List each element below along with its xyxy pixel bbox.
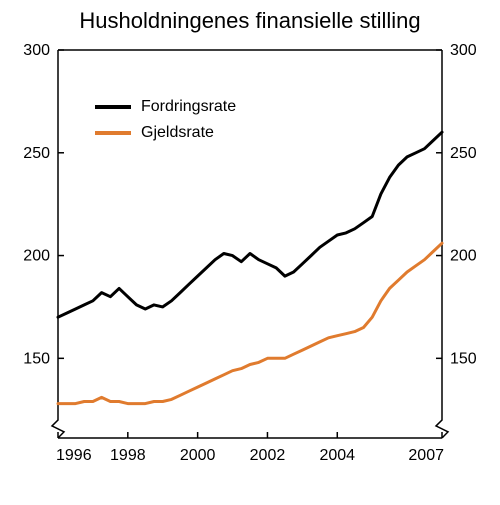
legend-swatch-gjeldsrate bbox=[95, 131, 131, 135]
svg-text:2000: 2000 bbox=[180, 447, 216, 464]
svg-text:2004: 2004 bbox=[319, 447, 355, 464]
svg-text:1996: 1996 bbox=[56, 447, 92, 464]
svg-text:250: 250 bbox=[23, 145, 50, 162]
plot-area: 150 200 250 300 150 200 250 300 1996 1998 2000 2002… bbox=[0, 0, 500, 505]
svg-text:1998: 1998 bbox=[110, 447, 146, 464]
svg-text:2002: 2002 bbox=[250, 447, 286, 464]
svg-text:150: 150 bbox=[23, 350, 50, 367]
svg-text:300: 300 bbox=[23, 42, 50, 59]
legend-label: Fordringsrate bbox=[141, 98, 236, 116]
legend: Fordringsrate Gjeldsrate bbox=[95, 98, 236, 150]
legend-item: Gjeldsrate bbox=[95, 124, 236, 142]
legend-swatch-fordringsrate bbox=[95, 105, 131, 109]
legend-label: Gjeldsrate bbox=[141, 124, 214, 142]
chart-container: Husholdningenes finansielle stilling 150… bbox=[0, 0, 500, 505]
svg-text:250: 250 bbox=[450, 145, 477, 162]
legend-item: Fordringsrate bbox=[95, 98, 236, 116]
svg-text:150: 150 bbox=[450, 350, 477, 367]
svg-text:2007: 2007 bbox=[408, 447, 444, 464]
svg-text:200: 200 bbox=[23, 248, 50, 265]
svg-text:200: 200 bbox=[450, 248, 477, 265]
svg-text:300: 300 bbox=[450, 42, 477, 59]
